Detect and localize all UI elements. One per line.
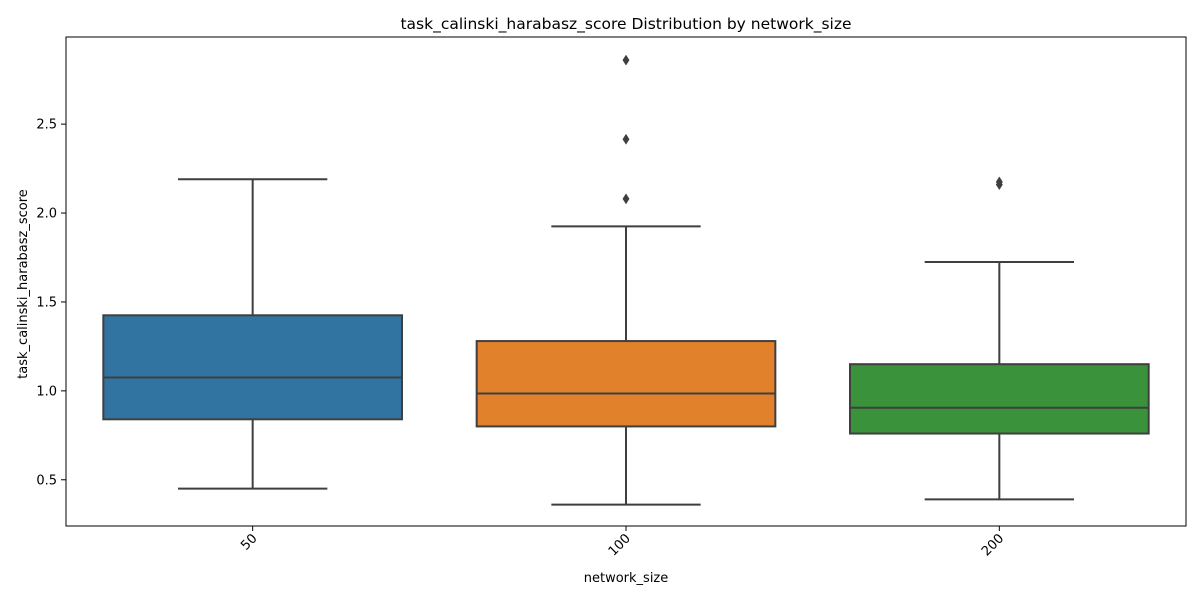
y-tick-label: 0.5 xyxy=(36,473,57,488)
y-tick-label: 1.0 xyxy=(36,384,57,399)
y-tick-label: 2.5 xyxy=(36,118,57,133)
x-axis-label: network_size xyxy=(584,571,669,586)
box-200 xyxy=(849,363,1150,435)
y-tick-label: 2.0 xyxy=(36,207,57,222)
plot-area: 0.5 1.0 1.5 2.0 2.5 50 100 200 xyxy=(36,36,1187,559)
y-axis-label: task_calinski_harabasz_score xyxy=(16,189,31,379)
box-100 xyxy=(475,340,777,428)
outlier-point xyxy=(622,54,630,66)
chart-title: task_calinski_harabasz_score Distributio… xyxy=(400,15,851,34)
axes-frame xyxy=(65,36,1187,527)
y-tick-label: 1.5 xyxy=(36,295,57,310)
outlier-point xyxy=(622,133,630,145)
box-50 xyxy=(102,314,403,421)
outlier-point xyxy=(995,176,1003,188)
x-tick-label: 100 xyxy=(606,531,634,559)
x-tick-label: 50 xyxy=(238,531,260,553)
x-tick-label: 200 xyxy=(979,531,1007,559)
outlier-point xyxy=(622,193,630,205)
